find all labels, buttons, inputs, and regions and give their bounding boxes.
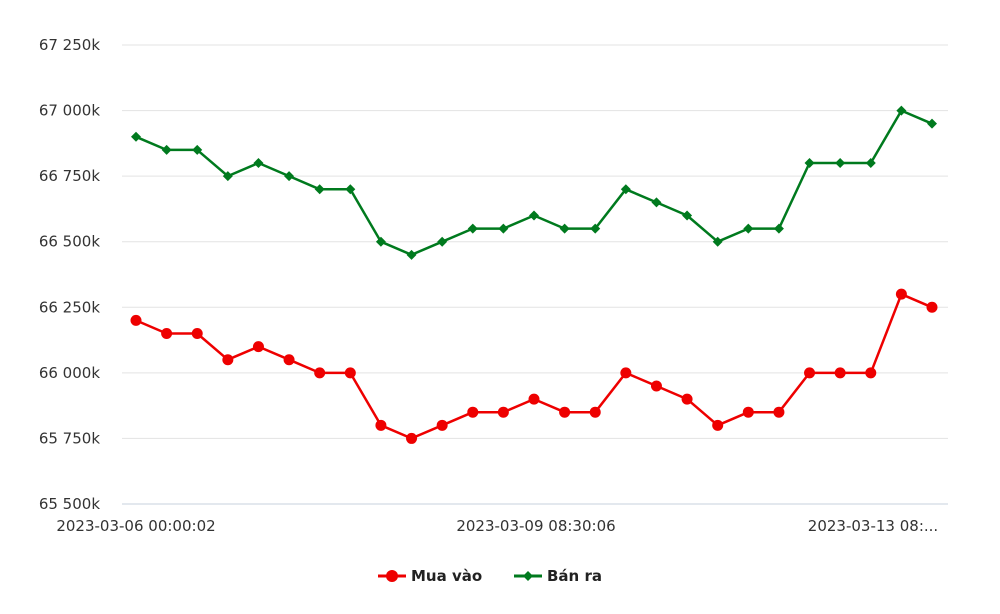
data-point[interactable] <box>804 158 815 169</box>
data-point[interactable] <box>283 354 295 366</box>
data-point[interactable] <box>681 393 693 405</box>
data-point[interactable] <box>651 197 662 208</box>
series-line-ban-ra <box>135 109 933 257</box>
data-point[interactable] <box>222 171 233 182</box>
legend-ban-ra-label: Bán ra <box>547 567 602 585</box>
data-point[interactable] <box>804 367 816 379</box>
y-tick-label: 66 500k <box>39 233 100 251</box>
x-tick-label: 2023-03-06 00:00:02 <box>56 517 215 535</box>
y-axis: 65 500k 65 750k 66 000k 66 250k 66 500k 66 75… <box>39 36 100 513</box>
legend-mua-vao-label: Mua vào <box>411 567 482 585</box>
data-point[interactable] <box>131 131 141 142</box>
data-point[interactable] <box>191 328 203 340</box>
data-point[interactable] <box>497 406 509 418</box>
data-point[interactable] <box>926 301 938 313</box>
data-point[interactable] <box>896 105 907 116</box>
data-point[interactable] <box>835 158 846 169</box>
data-point[interactable] <box>467 406 479 418</box>
data-point[interactable] <box>589 406 601 418</box>
data-point[interactable] <box>712 236 723 247</box>
data-point[interactable] <box>559 406 571 418</box>
data-point[interactable] <box>406 249 417 260</box>
data-point[interactable] <box>161 328 173 340</box>
data-point[interactable] <box>406 432 418 444</box>
data-point[interactable] <box>620 367 632 379</box>
data-point[interactable] <box>375 236 386 247</box>
legend-item-mua-vao[interactable]: Mua vào <box>378 567 482 585</box>
x-tick-label: 2023-03-13 08:... <box>808 517 938 535</box>
data-point[interactable] <box>590 223 601 234</box>
grid-lines <box>122 44 948 505</box>
series-mua-vao <box>130 288 938 444</box>
data-point[interactable] <box>345 184 356 195</box>
data-point[interactable] <box>284 171 295 182</box>
series-layer <box>130 105 938 444</box>
x-axis: 2023-03-06 00:00:02 2023-03-09 08:30:06 20… <box>56 517 938 535</box>
data-point[interactable] <box>743 223 754 234</box>
data-point[interactable] <box>344 367 356 379</box>
data-point[interactable] <box>161 144 172 155</box>
data-point[interactable] <box>559 223 570 234</box>
data-point[interactable] <box>528 393 540 405</box>
legend-ban-ra-marker-icon <box>523 571 533 581</box>
data-point[interactable] <box>895 288 907 300</box>
x-tick-label: 2023-03-09 08:30:06 <box>456 517 615 535</box>
data-point[interactable] <box>620 184 631 195</box>
data-point[interactable] <box>253 158 264 169</box>
data-point[interactable] <box>529 210 539 221</box>
y-tick-label: 67 000k <box>39 102 100 120</box>
data-point[interactable] <box>437 236 448 247</box>
data-point[interactable] <box>682 210 693 221</box>
data-point[interactable] <box>314 184 325 195</box>
data-point[interactable] <box>314 367 326 379</box>
data-point[interactable] <box>773 406 785 418</box>
data-point[interactable] <box>222 354 234 366</box>
data-point[interactable] <box>865 158 876 169</box>
data-point[interactable] <box>773 223 784 234</box>
data-point[interactable] <box>927 118 937 129</box>
legend[interactable]: Mua vào Bán ra <box>378 567 602 585</box>
y-tick-label: 66 250k <box>39 298 100 316</box>
series-line-mua-vao <box>135 292 933 440</box>
data-point[interactable] <box>436 419 448 431</box>
data-point[interactable] <box>834 367 846 379</box>
legend-mua-vao-marker-icon <box>386 570 398 582</box>
data-point[interactable] <box>742 406 754 418</box>
data-point[interactable] <box>712 419 724 431</box>
legend-item-ban-ra[interactable]: Bán ra <box>514 567 602 585</box>
y-tick-label: 66 750k <box>39 167 100 185</box>
data-point[interactable] <box>375 419 387 431</box>
data-point[interactable] <box>865 367 877 379</box>
y-tick-label: 65 750k <box>39 429 100 447</box>
data-point[interactable] <box>192 144 203 155</box>
data-point[interactable] <box>130 314 142 326</box>
y-tick-label: 65 500k <box>39 495 100 513</box>
series-ban-ra <box>131 105 937 260</box>
data-point[interactable] <box>252 341 264 353</box>
data-point[interactable] <box>498 223 509 234</box>
y-tick-label: 66 000k <box>39 364 100 382</box>
data-point[interactable] <box>467 223 478 234</box>
data-point[interactable] <box>650 380 662 392</box>
y-tick-label: 67 250k <box>39 36 100 54</box>
